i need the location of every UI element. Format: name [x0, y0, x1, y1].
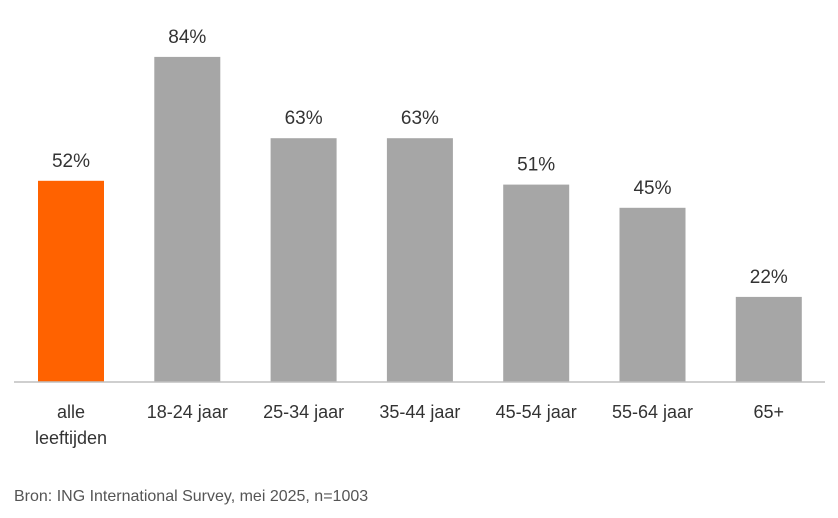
bars-group	[38, 56, 802, 383]
category-label-7: 65+	[754, 402, 785, 422]
bar-7	[735, 296, 802, 382]
value-label-2: 84%	[168, 27, 206, 48]
category-label-5: 45-54 jaar	[496, 402, 577, 422]
value-label-6: 45%	[633, 178, 671, 199]
category-label-1-line-2: leeftijden	[35, 428, 107, 448]
bar-3	[270, 138, 337, 382]
category-label-6: 55-64 jaar	[612, 402, 693, 422]
bar-6	[619, 207, 686, 382]
value-label-3: 63%	[285, 108, 323, 129]
bar-5	[503, 184, 570, 382]
category-label-3: 25-34 jaar	[263, 402, 344, 422]
bar-4	[386, 138, 453, 382]
category-label-1-line-1: alle	[57, 402, 85, 422]
bar-1	[38, 180, 104, 382]
category-label-2: 18-24 jaar	[147, 402, 228, 422]
source-note: Bron: ING International Survey, mei 2025…	[14, 488, 369, 505]
category-label-4: 35-44 jaar	[379, 402, 460, 422]
value-label-1: 52%	[52, 151, 90, 172]
category-labels-group: alle leeftijden 18-24 jaar 25-34 jaar 35-44 …	[35, 402, 784, 448]
value-label-5: 51%	[517, 155, 555, 176]
value-label-4: 63%	[401, 108, 439, 129]
bar-2	[154, 56, 221, 383]
bar-chart: 52% 84% 63% 63% 51% 45% 22% alle leeftijden 18-2…	[14, 27, 825, 448]
value-label-7: 22%	[750, 267, 788, 288]
value-labels-group: 52% 84% 63% 63% 51% 45% 22%	[52, 27, 788, 288]
